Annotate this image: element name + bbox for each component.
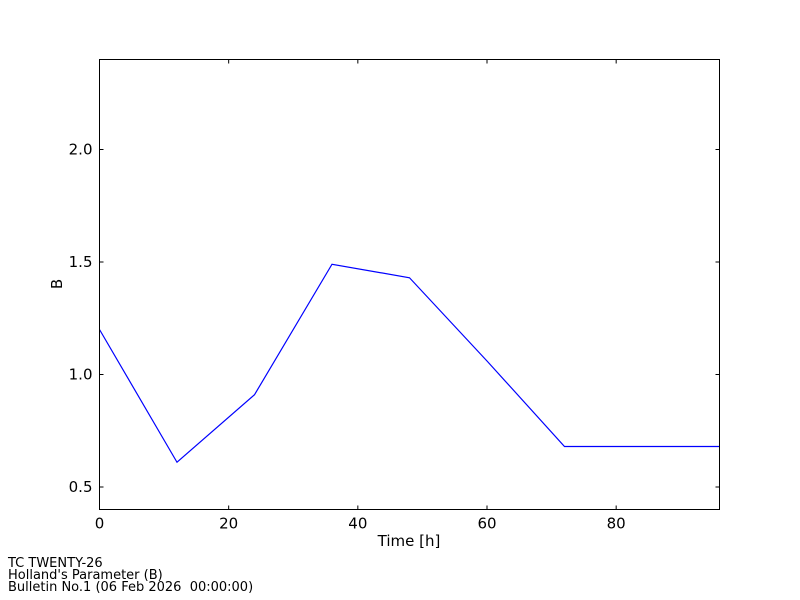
y-tick-label: 1.0 — [69, 366, 93, 384]
y-tick-label: 2.0 — [69, 141, 93, 159]
x-tick-label: 40 — [348, 515, 367, 533]
x-axis-label: Time [h] — [377, 532, 441, 550]
footer-storm-name: TC TWENTY-26 — [8, 556, 103, 571]
y-tick-label: 0.5 — [69, 478, 93, 496]
x-tick-label: 0 — [95, 515, 105, 533]
x-tick-label: 60 — [477, 515, 496, 533]
footer-parameter: Holland's Parameter (B) — [8, 568, 163, 583]
plot-frame — [99, 59, 720, 510]
y-axis-label: B — [48, 279, 66, 289]
footer-info: TC TWENTY-26 Holland's Parameter (B) Bul… — [8, 556, 254, 595]
footer-bulletin: Bulletin No.1 (06 Feb 2026 00:00:00) — [8, 580, 254, 595]
series-line — [98, 263, 720, 464]
y-tick-label: 1.5 — [69, 253, 93, 271]
x-tick-label: 80 — [607, 515, 626, 533]
x-tick-label: 20 — [219, 515, 238, 533]
